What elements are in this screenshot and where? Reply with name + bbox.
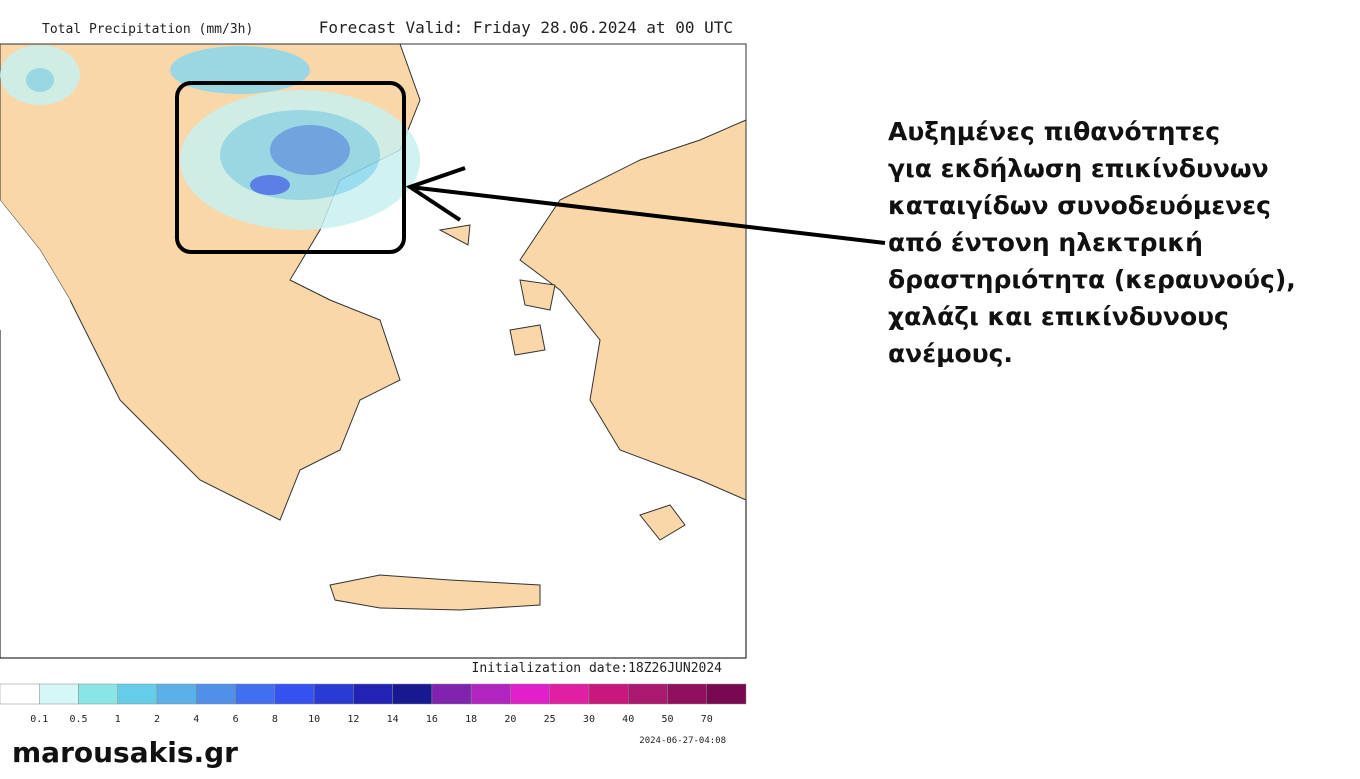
legend-swatch [667, 683, 707, 705]
legend-label: 30 [583, 714, 595, 725]
legend-swatch [78, 683, 119, 705]
legend-label: 18 [465, 714, 477, 725]
legend-label: 8 [272, 714, 278, 725]
map [0, 43, 747, 659]
arrow [405, 166, 886, 245]
legend-swatch [470, 683, 511, 705]
legend-label: 10 [308, 714, 320, 725]
legend-swatch [392, 683, 433, 705]
annotation: Αυξημένες πιθανότητες για εκδήλωση επικίν… [888, 117, 1296, 368]
annotation-line: ανέμους. [888, 339, 1013, 368]
legend-swatch [196, 683, 236, 705]
legend-swatch [0, 683, 40, 705]
legend-swatch [431, 683, 472, 705]
legend-label: 6 [233, 714, 239, 725]
color-legend: 0.1 0.5 1 2 4 6 8 10 12 14 16 18 20 25 30 40 50 70 [0, 683, 747, 725]
site-name: marousakis.gr [12, 736, 238, 769]
sea-adriatic [0, 200, 70, 330]
annotation-line: καταιγίδων συνοδευόμενες [888, 191, 1271, 220]
legend-label: 16 [426, 714, 438, 725]
legend-swatch [510, 683, 550, 705]
legend-label: 0.5 [69, 714, 87, 725]
legend-label: 40 [622, 714, 634, 725]
land-rhodes [639, 504, 686, 541]
annotation-line: δραστηριότητα (κεραυνούς), [888, 265, 1296, 294]
legend-swatch [549, 683, 590, 705]
annotation-line: χαλάζι και επικίνδυνους [888, 302, 1229, 331]
legend-swatch [706, 683, 747, 705]
annotation-line: από έντονη ηλεκτρική [888, 228, 1203, 257]
highlight-box [175, 81, 406, 254]
legend-swatch [274, 683, 315, 705]
forecast-valid: Forecast Valid: Friday 28.06.2024 at 00 … [319, 18, 733, 37]
legend-label: 70 [701, 714, 713, 725]
legend-label: 4 [193, 714, 199, 725]
land-islands [438, 224, 556, 356]
legend-label: 0.1 [30, 714, 48, 725]
land-turkey [400, 43, 747, 501]
legend-swatch [313, 683, 354, 705]
precip-area [0, 45, 420, 230]
map-title: Total Precipitation (mm/3h) [42, 22, 253, 37]
init-date: Initialization date:18Z26JUN2024 [472, 661, 723, 676]
land-crete [329, 574, 541, 611]
legend-swatch [353, 683, 393, 705]
legend-label: 50 [661, 714, 673, 725]
legend-label: 25 [544, 714, 556, 725]
legend-label: 2 [154, 714, 160, 725]
legend-swatch [627, 683, 668, 705]
legend-swatch [156, 683, 197, 705]
annotation-line: Αυξημένες πιθανότητες [888, 117, 1220, 146]
legend-swatch [117, 683, 158, 705]
timestamp: 2024-06-27-04:08 [639, 736, 726, 746]
legend-label: 14 [387, 714, 399, 725]
legend-swatch [588, 683, 629, 705]
legend-label: 12 [347, 714, 359, 725]
sea-marmara [420, 110, 600, 170]
annotation-line: για εκδήλωση επικίνδυνων [888, 154, 1269, 183]
legend-swatch [235, 683, 276, 705]
legend-label: 20 [504, 714, 516, 725]
legend-label: 1 [115, 714, 121, 725]
legend-swatch [39, 683, 79, 705]
